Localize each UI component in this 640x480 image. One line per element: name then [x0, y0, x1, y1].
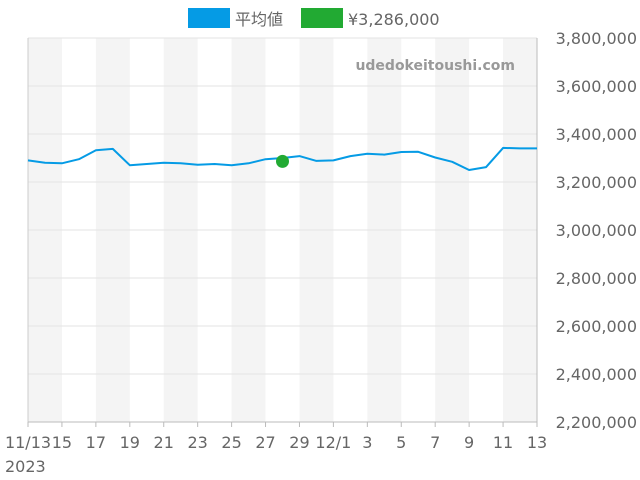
y-tick-label: 3,400,000 [556, 125, 637, 144]
series-layer [27, 146, 537, 171]
x-tick-label: 27 [255, 433, 275, 452]
y-tick-label: 3,200,000 [556, 173, 637, 192]
y-tick-label: 2,600,000 [556, 317, 637, 336]
watermark-text: udedokeitoushi.com [355, 58, 515, 74]
y-tick-label: 3,000,000 [556, 221, 637, 240]
x-year-label: 2023 [5, 457, 46, 476]
x-tick-label: 12/1 [315, 433, 351, 452]
x-tick-label: 23 [187, 433, 207, 452]
y-tick-label: 3,600,000 [556, 77, 637, 96]
x-tick-label: 29 [289, 433, 309, 452]
highlight-point[interactable] [276, 154, 289, 168]
y-tick-label: 3,800,000 [556, 29, 637, 48]
legend-swatch[interactable] [301, 8, 343, 28]
y-tick-label: 2,200,000 [556, 413, 637, 432]
x-tick-label: 19 [120, 433, 140, 452]
x-tick-label: 11 [493, 433, 513, 452]
x-tick-label: 9 [464, 433, 474, 452]
tick-labels: 3,800,000 3,600,000 3,400,000 3,200,000 3,00… [5, 29, 637, 476]
x-tick-label: 11/13 [5, 433, 51, 452]
x-tick-label: 3 [362, 433, 372, 452]
x-tick-label: 13 [527, 433, 547, 452]
x-tick-label: 21 [154, 433, 174, 452]
x-tick-label: 17 [86, 433, 106, 452]
legend-label[interactable]: 平均値 [235, 10, 283, 29]
legend-label[interactable]: ¥3,286,000 [348, 10, 440, 29]
legend-swatch[interactable] [188, 8, 230, 28]
y-tick-label: 2,800,000 [556, 269, 637, 288]
x-tick-label: 5 [396, 433, 406, 452]
x-tick-label: 15 [52, 433, 72, 452]
legend[interactable]: 平均値 ¥3,286,000 [188, 8, 440, 29]
x-tick-label: 7 [430, 433, 440, 452]
axes [27, 38, 538, 427]
x-tick-label: 25 [221, 433, 241, 452]
y-tick-label: 2,400,000 [556, 365, 637, 384]
